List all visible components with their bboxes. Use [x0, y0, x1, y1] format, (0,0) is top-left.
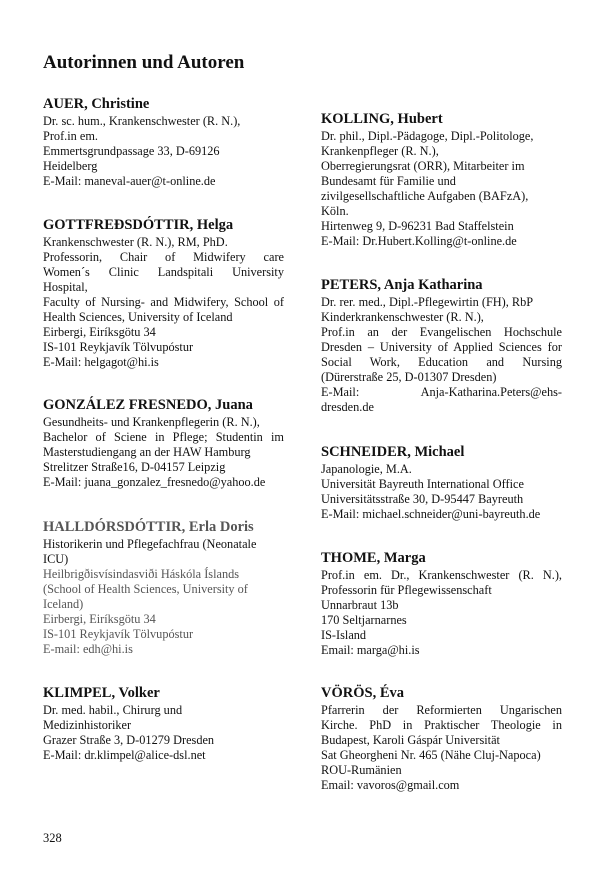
- author-detail-line: Kirche. PhD in Praktischer Theologie in: [321, 718, 562, 732]
- author-detail-line: Hirtenweg 9, D-96231 Bad Staffelstein: [321, 219, 514, 233]
- author-detail-line: Dr. phil., Dipl.-Pädagoge, Dipl.-Politol…: [321, 129, 534, 143]
- author-detail-line: E-Mail: michael.schneider@uni-bayreuth.d…: [321, 507, 541, 521]
- author-detail-line: Pfarrerin der Reformierten Ungarischen: [321, 703, 562, 717]
- author-detail-line: E-Mail: Anja-Katharina.Peters@ehs-: [321, 385, 562, 399]
- author-entry: AUER, Christine Dr. sc. hum., Krankenschw…: [43, 96, 284, 189]
- author-detail-line: Women´s Clinic Landspitali University: [43, 265, 284, 279]
- author-detail-line: Krankenpfleger (R. N.),: [321, 144, 439, 158]
- author-detail-line: Faculty of Nursing- and Midwifery, Schoo…: [43, 295, 284, 309]
- author-detail-line: Strelitzer Straße16, D-04157 Leipzig: [43, 460, 226, 474]
- author-name: KLIMPEL, Volker: [43, 685, 160, 701]
- author-detail-line: Hospital,: [43, 280, 88, 294]
- author-detail-line: ROU-Rumänien: [321, 763, 402, 777]
- page-number: 328: [43, 831, 62, 845]
- author-detail-line: 170 Seltjarnarnes: [321, 613, 407, 627]
- author-detail-line: (School of Health Sciences, University o…: [43, 582, 248, 596]
- author-detail-line: E-Mail: maneval-auer@t-online.de: [43, 174, 216, 188]
- author-name: SCHNEIDER, Michael: [321, 444, 465, 460]
- author-detail-line: Budapest, Karoli Gáspár Universität: [321, 733, 500, 747]
- author-entry: THOME, Marga Prof.in em. Dr., Krankenschw…: [321, 550, 562, 658]
- author-detail-line: IS-101 Reykjavík Tölvupóstur: [43, 340, 194, 354]
- author-detail-line: Health Sciences, University of Iceland: [43, 310, 233, 324]
- author-name: HALLDÓRSDÓTTIR, Erla Doris: [43, 519, 254, 535]
- author-detail-line: IS-Island: [321, 628, 367, 642]
- author-detail-line: Bachelor of Sciene in Pflege; Studentin …: [43, 430, 284, 444]
- author-detail-line: Eirbergi, Eiríksgötu 34: [43, 612, 156, 626]
- author-detail-line: Emmertsgrundpassage 33, D-69126: [43, 144, 220, 158]
- author-detail-line: Prof.in em. Dr., Krankenschwester (R. N.…: [321, 568, 562, 582]
- author-entry: GOTTFREÐSDÓTTIR, Helga Krankenschwester (…: [43, 217, 284, 370]
- author-detail-line: Medizinhistoriker: [43, 718, 132, 732]
- author-detail-line: zivilgesellschaftliche Aufgaben (BAFzA),: [321, 189, 529, 203]
- author-detail-line: Gesundheits- und Krankenpflegerin (R. N.…: [43, 415, 260, 429]
- author-detail-line: E-Mail: Dr.Hubert.Kolling@t-online.de: [321, 234, 517, 248]
- author-detail-line: Köln.: [321, 204, 349, 218]
- author-detail-line: Email: vavoros@gmail.com: [321, 778, 460, 792]
- author-detail-line: Kinderkrankenschwester (R. N.),: [321, 310, 484, 324]
- author-detail-line: Social Work, Education and Nursing: [321, 355, 562, 369]
- author-entry: GONZÁLEZ FRESNEDO, Juana Gesundheits- und…: [43, 397, 284, 490]
- author-detail-line: Heilbrigðisvísindasviði Háskóla Íslands: [43, 567, 240, 581]
- author-detail-line: (Dürerstraße 25, D-01307 Dresden): [321, 370, 497, 384]
- author-name: PETERS, Anja Katharina: [321, 277, 483, 293]
- author-detail-line: Heidelberg: [43, 159, 98, 173]
- author-detail-line: Krankenschwester (R. N.), RM, PhD.: [43, 235, 228, 249]
- author-detail-line: Historikerin und Pflegefachfrau (Neonata…: [43, 537, 257, 551]
- author-detail-line: dresden.de: [321, 400, 374, 414]
- author-detail-line: E-Mail: dr.klimpel@alice-dsl.net: [43, 748, 206, 762]
- author-detail-line: Professorin für Pflegewissenschaft: [321, 583, 492, 597]
- author-detail-line: Email: marga@hi.is: [321, 643, 420, 657]
- author-detail-line: Dr. med. habil., Chirurg und: [43, 703, 183, 717]
- author-name: GOTTFREÐSDÓTTIR, Helga: [43, 217, 234, 233]
- author-name: GONZÁLEZ FRESNEDO, Juana: [43, 397, 253, 413]
- author-detail-line: Bundesamt für Familie und: [321, 174, 456, 188]
- author-detail-line: ICU): [43, 552, 69, 566]
- author-detail-line: Professorin, Chair of Midwifery care: [43, 250, 284, 264]
- author-entry: KOLLING, Hubert Dr. phil., Dipl.-Pädagoge…: [321, 111, 562, 249]
- author-entry: SCHNEIDER, Michael Japanologie, M.A. Unive…: [321, 444, 562, 522]
- author-entry: PETERS, Anja Katharina Dr. rer. med., Dip…: [321, 277, 562, 415]
- author-detail-line: IS-101 Reykjavík Tölvupóstur: [43, 627, 194, 641]
- author-detail-line: Prof.in em.: [43, 129, 98, 143]
- author-detail-line: Unnarbraut 13b: [321, 598, 399, 612]
- author-detail-line: E-Mail: helgagot@hi.is: [43, 355, 159, 369]
- author-name: VÖRÖS, Éva: [321, 685, 404, 701]
- author-detail-line: Dr. rer. med., Dipl.-Pflegewirtin (FH), …: [321, 295, 534, 309]
- author-detail-line: Sat Gheorgheni Nr. 465 (Nähe Cluj-Napoca…: [321, 748, 541, 762]
- author-detail-line: Dr. sc. hum., Krankenschwester (R. N.),: [43, 114, 241, 128]
- author-entry: HALLDÓRSDÓTTIR, Erla Doris Historikerin u…: [43, 519, 284, 657]
- author-detail-line: Oberregierungsrat (ORR), Mitarbeiter im: [321, 159, 525, 173]
- author-detail-line: Universitätsstraße 30, D-95447 Bayreuth: [321, 492, 524, 506]
- author-detail-line: Universität Bayreuth International Offic…: [321, 477, 524, 491]
- author-detail-line: Grazer Straße 3, D-01279 Dresden: [43, 733, 215, 747]
- author-detail-line: Dresden – University of Applied Sciences…: [321, 340, 562, 354]
- author-detail-line: Eirbergi, Eiríksgötu 34: [43, 325, 156, 339]
- page-title: Autorinnen und Autoren: [43, 52, 245, 73]
- author-detail-line: Japanologie, M.A.: [321, 462, 412, 476]
- author-entry: VÖRÖS, Éva Pfarrerin der Reformierten Ung…: [321, 685, 562, 793]
- author-entry: KLIMPEL, Volker Dr. med. habil., Chirurg …: [43, 685, 284, 763]
- author-detail-line: Masterstudiengang an der HAW Hamburg: [43, 445, 251, 459]
- author-detail-line: Iceland): [43, 597, 84, 611]
- author-detail-line: E-mail: edh@hi.is: [43, 642, 133, 656]
- author-detail-line: Prof.in an der Evangelischen Hochschule: [321, 325, 562, 339]
- author-name: AUER, Christine: [43, 96, 150, 112]
- author-name: KOLLING, Hubert: [321, 111, 443, 127]
- author-name: THOME, Marga: [321, 550, 426, 566]
- author-detail-line: E-Mail: juana_gonzalez_fresnedo@yahoo.de: [43, 475, 266, 489]
